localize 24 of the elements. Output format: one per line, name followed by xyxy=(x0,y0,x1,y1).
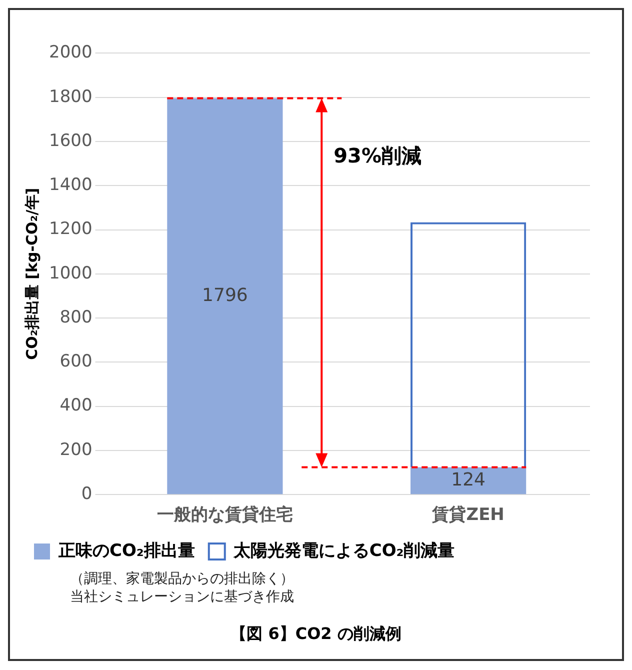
y-tick-label: 1600 xyxy=(49,130,92,151)
legend-label: 正味のCO₂排出量 xyxy=(58,540,195,561)
text: （調理、家電製品からの排出除く） xyxy=(70,570,295,588)
annotation: 93%削減 xyxy=(334,143,422,168)
data-label: 124 xyxy=(451,469,486,490)
bar xyxy=(410,467,526,494)
y-tick-label: 800 xyxy=(60,307,92,328)
y-tick-label: 600 xyxy=(60,352,92,372)
y-tick-label: 1400 xyxy=(49,175,92,196)
data-label: 1796 xyxy=(202,284,248,306)
y-tick-label: 1800 xyxy=(49,86,92,107)
y-tick-label: 0 xyxy=(81,484,92,504)
text: 当社シミュレーションに基づき作成 xyxy=(70,588,295,606)
x-tick-label: 一般的な賃貸住宅 xyxy=(156,505,293,526)
y-tick-label: 400 xyxy=(60,396,92,416)
x-tick-label: 賃貸ZEH xyxy=(431,505,504,526)
legend-label: 太陽光発電によるCO₂削減量 xyxy=(232,540,455,561)
y-tick-label: 1200 xyxy=(49,219,92,240)
y-axis-title: CO₂排出量 [kg-CO₂/年] xyxy=(22,188,41,360)
y-tick-label: 1000 xyxy=(49,263,92,284)
text: 【図 6】CO2 の削減例 xyxy=(230,624,402,645)
bar xyxy=(167,98,283,494)
y-tick-label: 2000 xyxy=(49,42,92,63)
y-tick-label: 200 xyxy=(60,440,92,460)
